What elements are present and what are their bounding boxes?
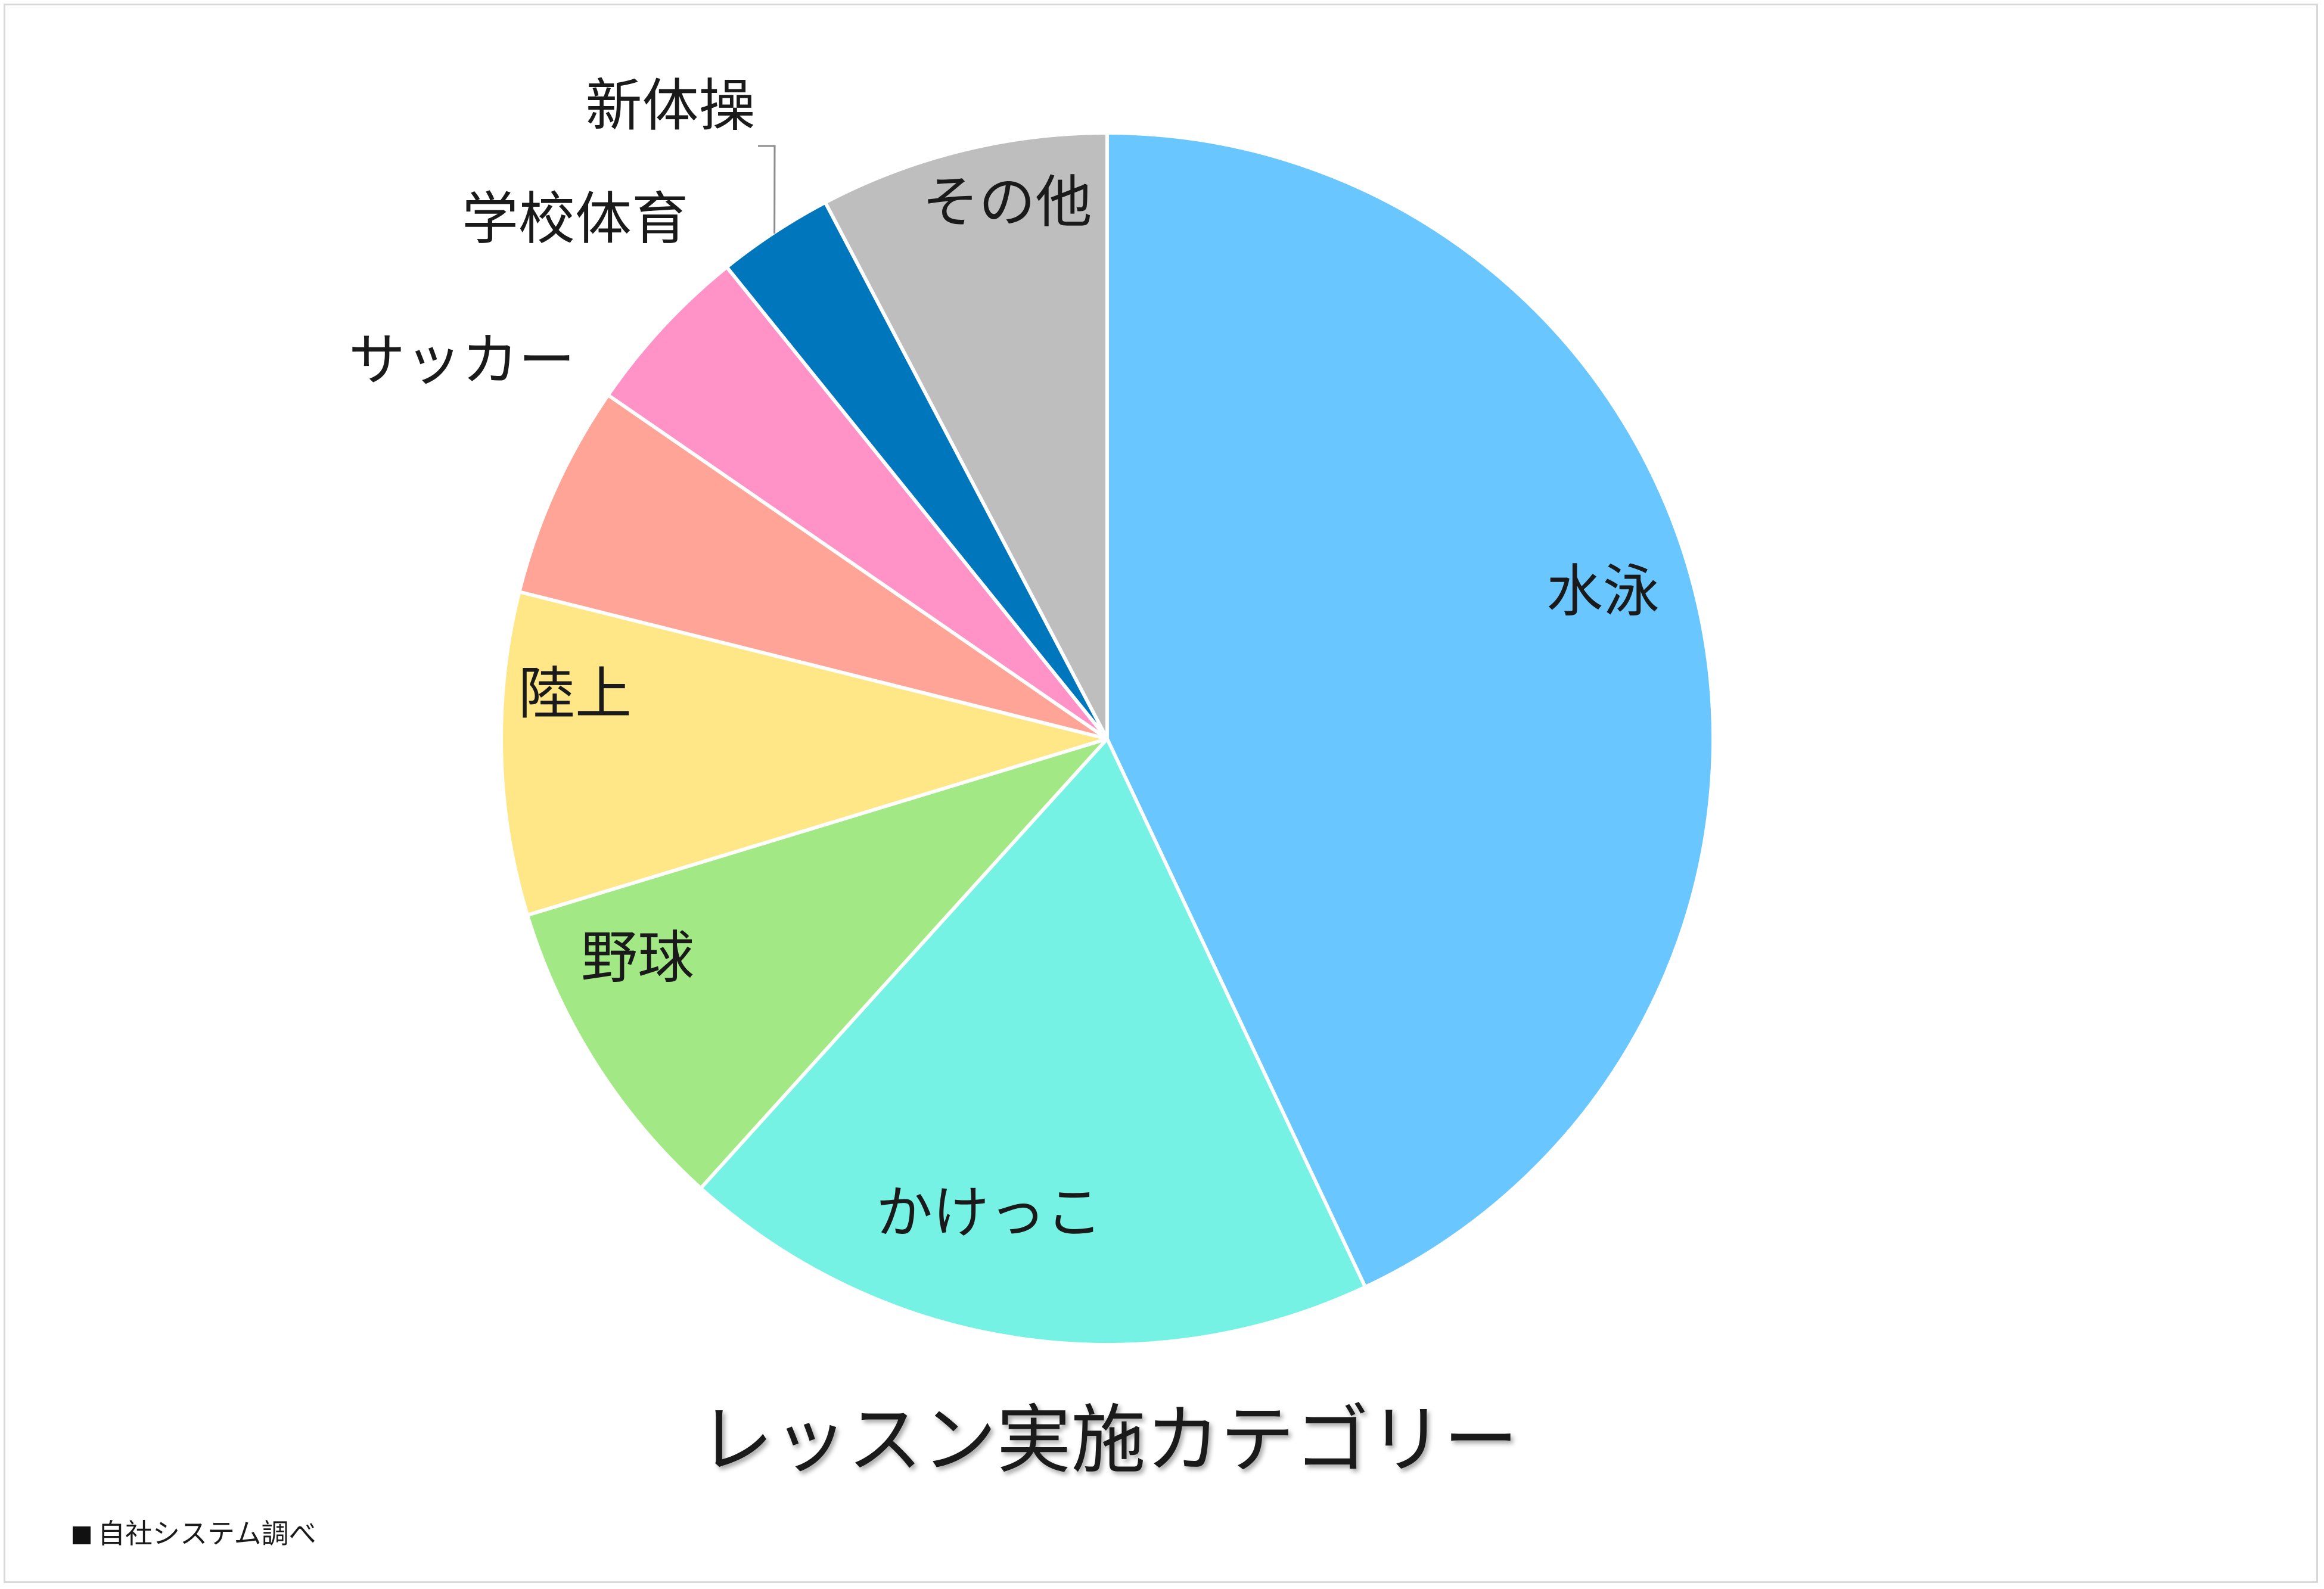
leader-line-rhythmic-gym	[758, 145, 776, 234]
label-baseball: 野球	[581, 925, 694, 991]
slice-track	[499, 590, 1109, 917]
slice-school-pe	[606, 265, 1109, 741]
label-school-pe: 学校体育	[462, 186, 688, 252]
source-footnote: 自社システム調べ	[73, 1512, 316, 1551]
slice-soccer	[517, 393, 1109, 741]
chart-title: レッスン実施カテゴリー	[699, 1397, 1518, 1484]
label-track: 陸上	[518, 661, 632, 727]
label-rhythmic-gym: 新体操	[585, 73, 755, 139]
slice-baseball	[526, 737, 1109, 1190]
label-swimming: 水泳	[1546, 559, 1660, 624]
pie-slices	[499, 131, 1715, 1347]
label-kakekko: かけっこ	[876, 1180, 1102, 1246]
slice-other	[823, 131, 1109, 741]
black-square-icon	[73, 1526, 91, 1544]
footnote-text: 自社システム調べ	[98, 1518, 316, 1550]
label-other: その他	[922, 170, 1092, 235]
slice-swimming	[1105, 131, 1715, 1289]
label-soccer: サッカー	[349, 328, 575, 393]
slice-kakekko	[698, 737, 1368, 1347]
